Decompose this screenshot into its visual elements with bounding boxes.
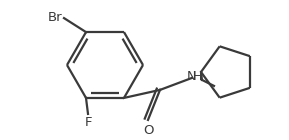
Text: N: N [187, 70, 196, 83]
Text: O: O [143, 124, 153, 137]
Text: Br: Br [47, 11, 62, 24]
Text: F: F [84, 116, 92, 129]
Text: H: H [193, 70, 202, 83]
